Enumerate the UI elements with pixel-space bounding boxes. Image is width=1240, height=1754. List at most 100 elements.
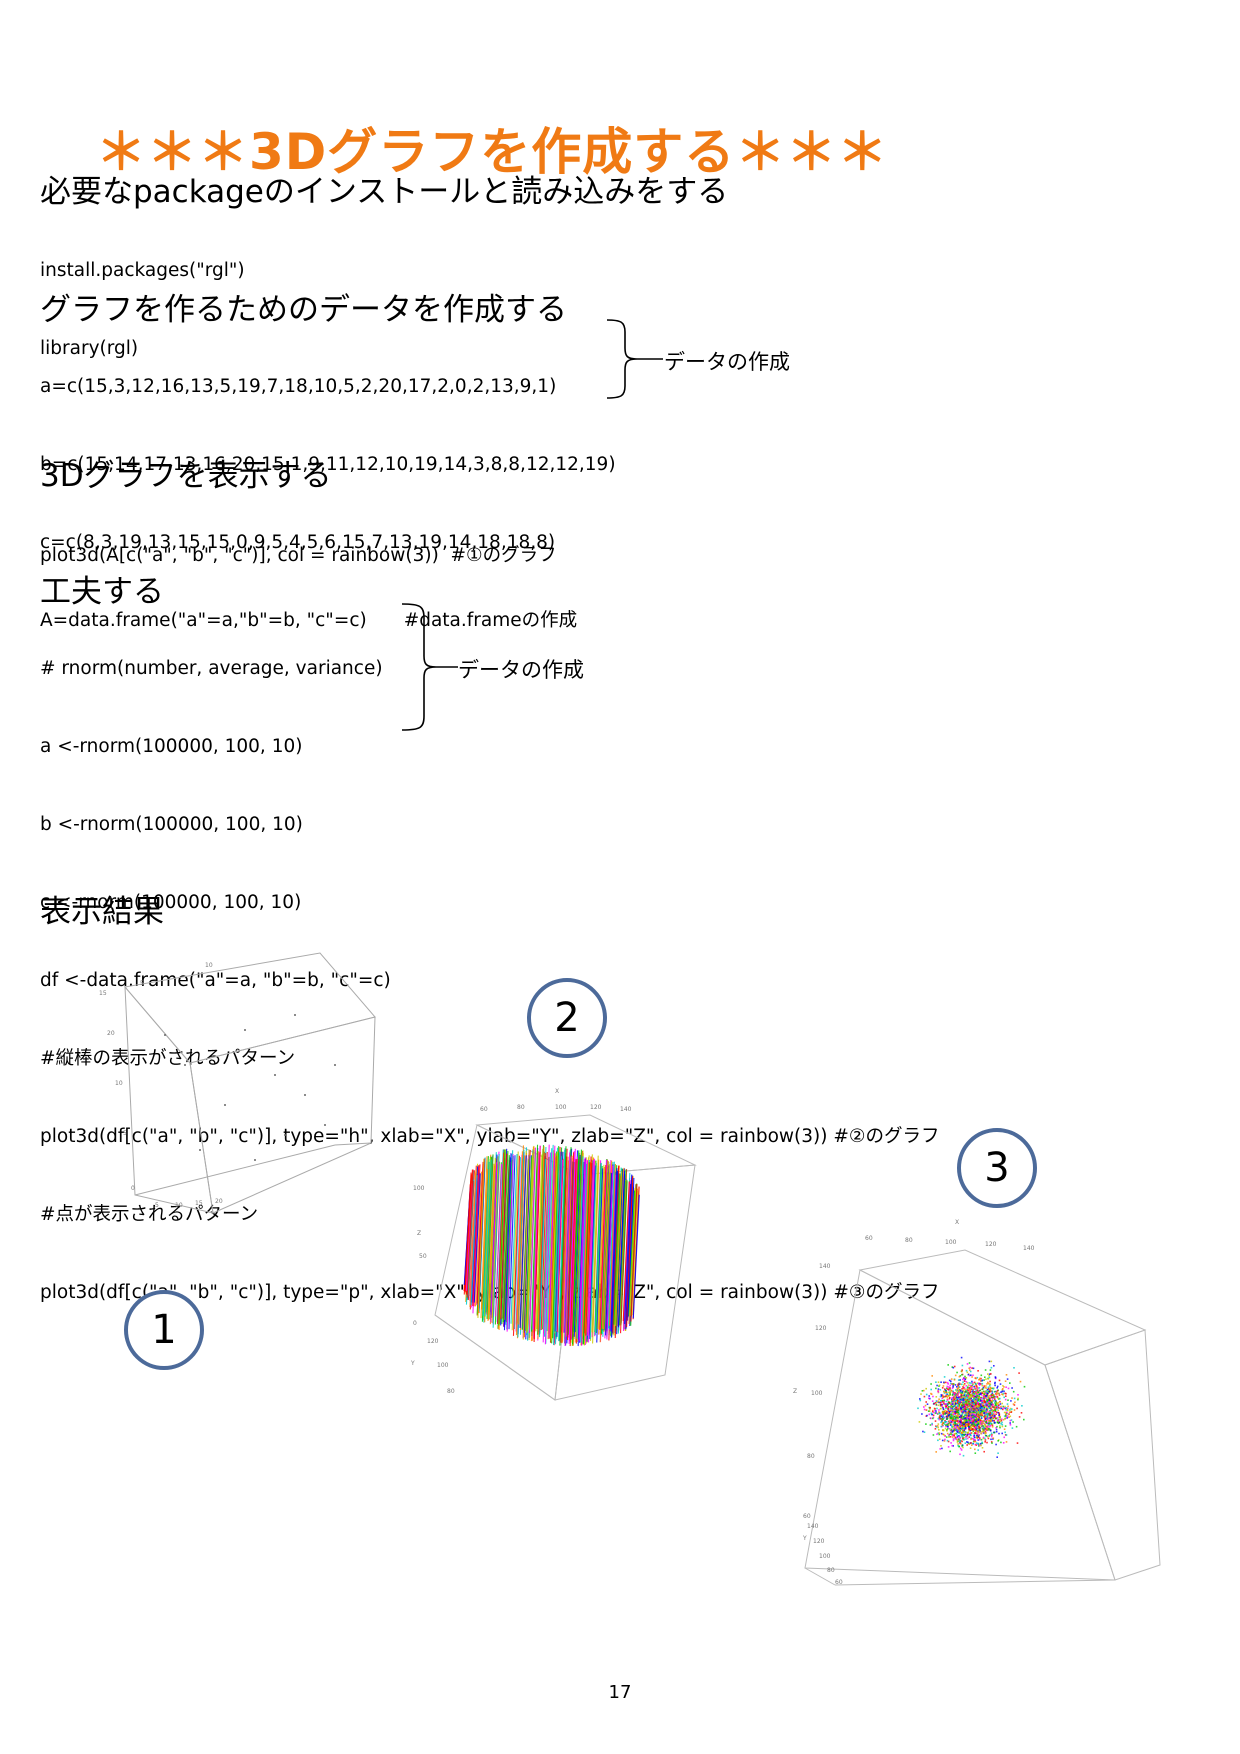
fig3-point — [956, 1419, 959, 1421]
fig3-point — [1001, 1423, 1004, 1426]
fig3-point — [968, 1392, 971, 1394]
fig3-point — [1010, 1410, 1013, 1413]
fig3-point — [967, 1402, 969, 1404]
fig2-y-tick: 120 — [427, 1338, 439, 1345]
fig3-point — [999, 1406, 1001, 1409]
fig3-point — [978, 1433, 980, 1436]
fig3-point — [961, 1391, 963, 1394]
fig3-point — [968, 1428, 970, 1430]
fig3-point — [976, 1433, 979, 1436]
fig3-point — [1010, 1400, 1012, 1402]
fig3-point — [950, 1402, 952, 1404]
fig2-bar — [500, 1153, 508, 1320]
fig3-point — [991, 1442, 993, 1444]
fig3-point — [963, 1395, 966, 1397]
fig3-point — [957, 1409, 960, 1412]
fig3-point — [1006, 1417, 1009, 1419]
fig3-point — [976, 1411, 978, 1413]
fig2-bar — [491, 1156, 499, 1324]
fig3-point — [976, 1382, 979, 1384]
fig3-point — [959, 1389, 961, 1391]
fig3-point — [1004, 1380, 1007, 1382]
fig2-bar — [619, 1179, 627, 1326]
fig3-point — [974, 1387, 976, 1389]
fig3-point — [961, 1410, 963, 1413]
fig3-point — [972, 1425, 974, 1427]
fig1-tick: 5 — [140, 980, 144, 987]
fig3-point — [958, 1419, 961, 1422]
fig2-bar — [584, 1161, 592, 1341]
fig3-point — [948, 1434, 950, 1436]
fig3-point — [946, 1418, 948, 1420]
fig3-point — [971, 1394, 974, 1397]
fig3-point — [971, 1405, 974, 1408]
fig3-point — [949, 1436, 952, 1438]
fig3-point — [977, 1409, 979, 1411]
fig3-point — [984, 1439, 987, 1441]
fig3-point — [1005, 1434, 1008, 1436]
fig3-point — [988, 1403, 991, 1406]
fig3-point — [970, 1408, 973, 1410]
fig3-point — [956, 1387, 959, 1390]
fig3-point — [947, 1440, 950, 1443]
fig3-point — [993, 1365, 995, 1367]
fig3-y-ticks: 140 120 100 80 60 — [807, 1523, 843, 1586]
fig3-point — [971, 1444, 973, 1446]
fig3-point — [995, 1413, 997, 1415]
fig3-point — [952, 1414, 954, 1417]
fig3-point — [985, 1412, 987, 1415]
fig3-point — [987, 1413, 990, 1416]
fig3-point — [971, 1386, 973, 1389]
fig3-point — [985, 1378, 987, 1380]
fig3-point — [948, 1388, 950, 1391]
fig3-point — [938, 1401, 940, 1404]
fig3-point — [950, 1378, 953, 1380]
fig3-point — [929, 1408, 931, 1410]
fig2-bar — [599, 1164, 608, 1329]
fig3-point — [979, 1422, 981, 1424]
fig3-point — [983, 1400, 986, 1402]
fig3-point — [989, 1424, 992, 1427]
fig3-point — [978, 1438, 981, 1441]
fig3-point — [953, 1415, 956, 1418]
fig2-bar — [547, 1150, 555, 1340]
fig3-point — [940, 1400, 942, 1402]
fig3-point — [978, 1387, 981, 1389]
fig2-bar — [497, 1152, 505, 1325]
fig3-point — [987, 1437, 990, 1440]
fig3-point — [955, 1415, 958, 1417]
fig3-point — [986, 1393, 988, 1396]
fig3-point — [945, 1436, 948, 1438]
fig2-bar — [595, 1166, 603, 1333]
fig2-bar — [532, 1152, 540, 1330]
fig3-point — [950, 1420, 952, 1423]
fig3-point — [962, 1397, 965, 1400]
fig3-point — [975, 1428, 978, 1431]
fig1-point — [199, 1149, 201, 1151]
fig3-point — [1003, 1436, 1005, 1439]
fig3-point — [960, 1356, 963, 1359]
fig3-point — [976, 1391, 979, 1393]
fig2-bar — [625, 1174, 633, 1330]
fig2-x-tick: 120 — [590, 1104, 602, 1111]
fig3-point — [971, 1402, 973, 1405]
fig2-bar — [476, 1161, 484, 1304]
fig3-point — [982, 1390, 985, 1393]
fig3-point — [930, 1383, 932, 1385]
fig3-point — [991, 1417, 994, 1419]
fig3-point — [965, 1412, 968, 1414]
fig3-point — [962, 1425, 964, 1428]
fig3-point — [975, 1389, 977, 1392]
fig3-point — [961, 1388, 963, 1390]
fig3-point — [951, 1421, 954, 1423]
fig3-z-tick: 80 — [807, 1453, 815, 1460]
fig3-point — [987, 1425, 989, 1427]
fig3-point — [988, 1425, 991, 1428]
fig3-point — [979, 1402, 981, 1405]
fig2-bar — [472, 1165, 480, 1306]
fig1-point — [304, 1094, 306, 1096]
fig3-point — [975, 1430, 977, 1433]
fig3-point — [961, 1397, 964, 1399]
fig3-point — [967, 1419, 970, 1421]
fig3-point — [998, 1432, 1000, 1435]
